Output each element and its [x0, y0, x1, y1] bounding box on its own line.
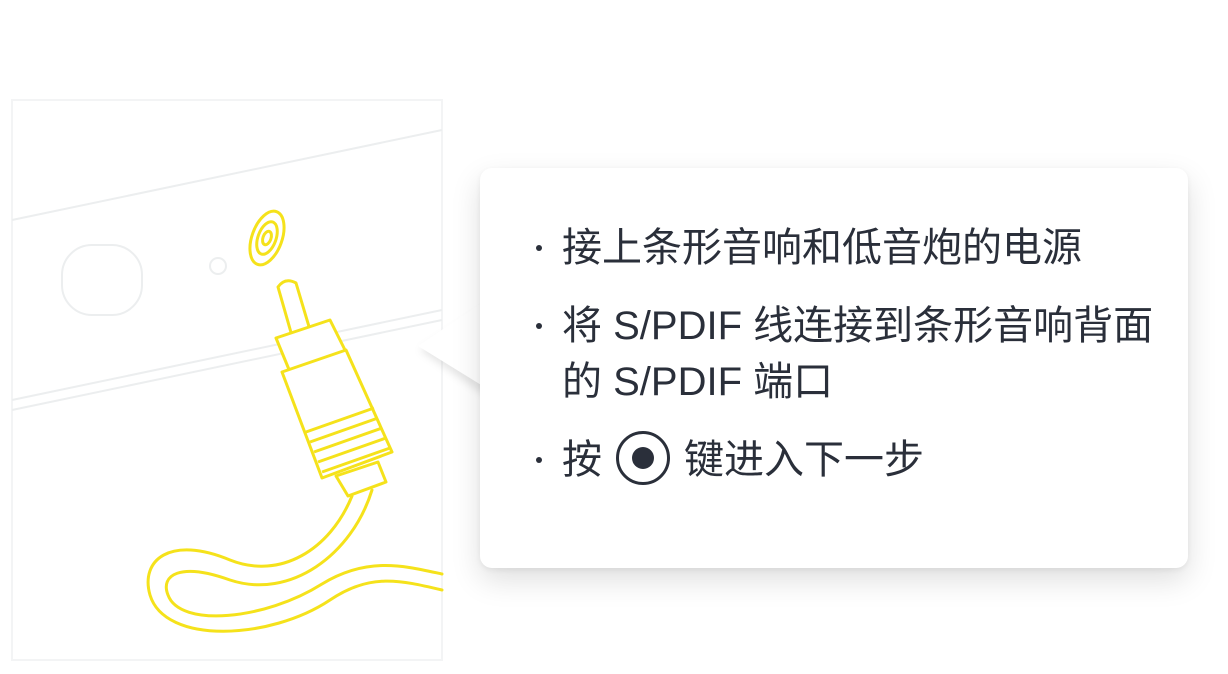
cable-plug-icon [274, 279, 394, 498]
instruction-card: 接上条形音响和低音炮的电源 将 S/PDIF 线连接到条形音响背面的 S/PDI… [480, 168, 1188, 568]
soundbar-back-panel-outline [11, 99, 443, 661]
spdif-port-icon [248, 209, 286, 267]
callout-pointer [418, 300, 486, 396]
ok-button-dot [632, 447, 654, 470]
step-text-after: 键进入下一步 [684, 438, 924, 482]
instruction-steps: 接上条形音响和低音炮的电源 将 S/PDIF 线连接到条形音响背面的 S/PDI… [530, 220, 1158, 510]
step-connect-spdif: 将 S/PDIF 线连接到条形音响背面的 S/PDIF 端口 [530, 298, 1158, 410]
step-press-ok: 按 键进入下一步 [530, 431, 1158, 488]
spdif-cable-illustration [0, 80, 460, 674]
step-text: 将 S/PDIF 线连接到条形音响背面的 S/PDIF 端口 [562, 304, 1154, 404]
step-power: 接上条形音响和低音炮的电源 [530, 220, 1158, 276]
step-text: 接上条形音响和低音炮的电源 [562, 226, 1082, 270]
cable-wire [146, 488, 444, 633]
ok-button-icon [616, 431, 670, 486]
step-text-before: 按 [562, 438, 602, 482]
